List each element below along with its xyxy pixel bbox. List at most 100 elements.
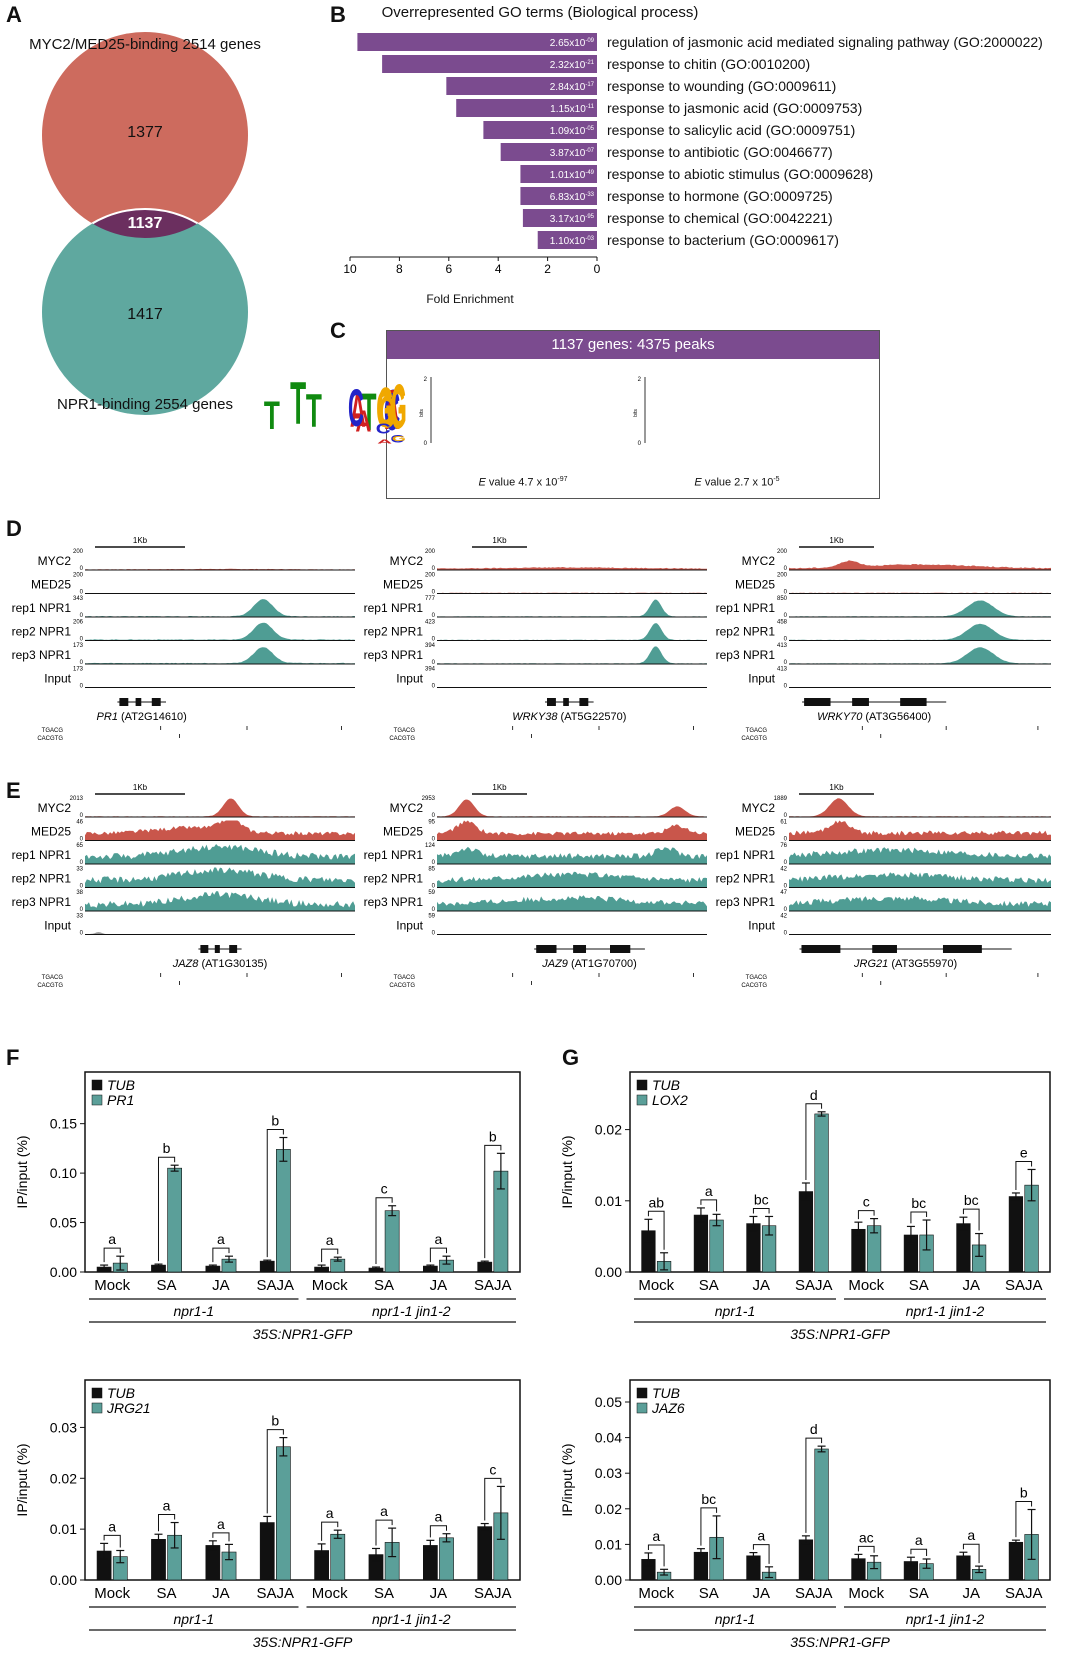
- signal-track: [789, 647, 1051, 664]
- track-name: rep1 NPR1: [12, 848, 72, 862]
- legend-swatch: [91, 1094, 103, 1106]
- track-scale-max: 95: [428, 820, 435, 826]
- significance-bracket: [321, 1521, 339, 1541]
- category-label: SA: [157, 1277, 177, 1294]
- scale-bar-label: 1Kb: [133, 536, 148, 545]
- gene-model-exon: [119, 698, 129, 706]
- chart-frame: [84, 1071, 521, 1273]
- legend-swatch: [636, 1094, 648, 1106]
- significance-bracket: [962, 1543, 980, 1564]
- track-scale-zero: 0: [80, 637, 84, 643]
- bar: [384, 1210, 400, 1273]
- motif-letter: A: [385, 378, 400, 440]
- track-scale-zero: 0: [432, 684, 436, 690]
- track-scale-max: 423: [425, 620, 436, 626]
- go-x-tick-label: 8: [396, 262, 403, 276]
- track-scale-zero: 0: [784, 637, 788, 643]
- bar: [798, 1191, 814, 1273]
- track-scale-max: 47: [780, 890, 787, 896]
- track-scale-max: 85: [428, 867, 435, 873]
- significance-bracket: [805, 1103, 823, 1180]
- significance-bracket: [375, 1519, 393, 1546]
- go-bar: [357, 33, 597, 51]
- motif-letter: G: [379, 388, 395, 438]
- track-name: rep1 NPR1: [364, 601, 424, 615]
- significance-bracket: [157, 1156, 176, 1262]
- significance-bracket: [962, 1208, 980, 1231]
- go-xlabel: Fold Enrichment: [426, 292, 514, 306]
- gene-model-exon: [229, 945, 238, 953]
- legend-entry: PR1: [107, 1092, 134, 1108]
- signal-track: [789, 895, 1051, 911]
- signal-track: [789, 560, 1051, 570]
- legend-entry: TUB: [107, 1385, 135, 1401]
- construct-label: 35S:NPR1-GFP: [253, 1326, 353, 1342]
- go-term-label: response to abiotic stimulus (GO:0009628…: [607, 166, 873, 182]
- gene-model-exon: [135, 698, 142, 706]
- significance-bracket: [103, 1247, 121, 1263]
- category-label: JA: [962, 1585, 980, 1602]
- gene-model-exon: [200, 945, 209, 953]
- gene-label: JAZ8 (AT1G30135): [172, 958, 268, 970]
- category-label: Mock: [94, 1277, 130, 1294]
- significance-letter: a: [163, 1498, 171, 1514]
- significance-letter: bc: [754, 1191, 769, 1207]
- motif-site-label: CACGTG: [741, 983, 767, 989]
- venn-circle-bottom: [42, 209, 248, 415]
- motif-ytick: 2: [424, 377, 428, 383]
- track-scale-zero: 0: [784, 907, 788, 913]
- legend-entry: JRG21: [106, 1400, 151, 1416]
- y-axis-label: IP/input (%): [14, 1443, 30, 1516]
- category-label: SAJA: [795, 1277, 833, 1294]
- signal-track: [437, 895, 707, 911]
- go-x-tick-label: 2: [544, 262, 551, 276]
- track-name: rep2 NPR1: [12, 625, 72, 639]
- go-bar-evalue: 1.01x10-49: [550, 170, 595, 181]
- track-scale-zero: 0: [784, 884, 788, 890]
- group-label: npr1-1: [715, 1303, 755, 1319]
- category-label: SAJA: [795, 1585, 833, 1602]
- track-scale-max: 38: [76, 890, 83, 896]
- track-name: Input: [396, 919, 423, 933]
- go-term-label: response to chitin (GO:0010200): [607, 56, 810, 72]
- category-label: Mock: [638, 1277, 674, 1294]
- signal-track: [437, 599, 707, 617]
- go-term-label: response to hormone (GO:0009725): [607, 188, 833, 204]
- track-name: rep3 NPR1: [12, 648, 72, 662]
- bar: [259, 1522, 275, 1581]
- go-chart-title: Overrepresented GO terms (Biological pro…: [381, 4, 699, 21]
- track-scale-max: 394: [425, 643, 436, 649]
- venn-bottom-count: 1417: [127, 306, 163, 323]
- y-tick-label: 0.00: [595, 1264, 622, 1280]
- chart-frame: [629, 1071, 1051, 1273]
- legend-swatch: [636, 1387, 648, 1399]
- signal-track: [789, 871, 1051, 888]
- panel-label-f: F: [6, 1045, 20, 1070]
- track-scale-zero: 0: [80, 837, 84, 843]
- track-scale-zero: 0: [784, 813, 788, 819]
- signal-track: [437, 799, 707, 817]
- category-label: SAJA: [1005, 1277, 1043, 1294]
- motif-site-label: TGACG: [746, 975, 768, 981]
- category-label: SA: [699, 1277, 719, 1294]
- category-label: Mock: [638, 1585, 674, 1602]
- gene-model-exon: [151, 698, 161, 706]
- chart-frame: [84, 1379, 521, 1581]
- legend-entry: TUB: [652, 1385, 680, 1401]
- scale-bar-label: 1Kb: [829, 536, 844, 545]
- y-axis-label: IP/input (%): [14, 1135, 30, 1208]
- significance-letter: a: [108, 1518, 116, 1534]
- track-name: MED25: [735, 825, 775, 839]
- motif-letter: C: [348, 378, 364, 438]
- significance-letter: a: [435, 1231, 443, 1247]
- motif-letter: C: [391, 433, 405, 445]
- bar: [276, 1149, 291, 1273]
- bar: [330, 1533, 346, 1581]
- go-chart: Overrepresented GO terms (Biological pro…: [330, 0, 1080, 320]
- y-tick-label: 0.03: [595, 1465, 622, 1481]
- significance-letter: bc: [964, 1192, 979, 1208]
- go-bar-evalue: 1.09x10-05: [550, 126, 595, 137]
- significance-bracket: [752, 1207, 770, 1214]
- go-term-label: response to wounding (GO:0009611): [607, 78, 836, 94]
- track-scale-max: 76: [780, 843, 787, 849]
